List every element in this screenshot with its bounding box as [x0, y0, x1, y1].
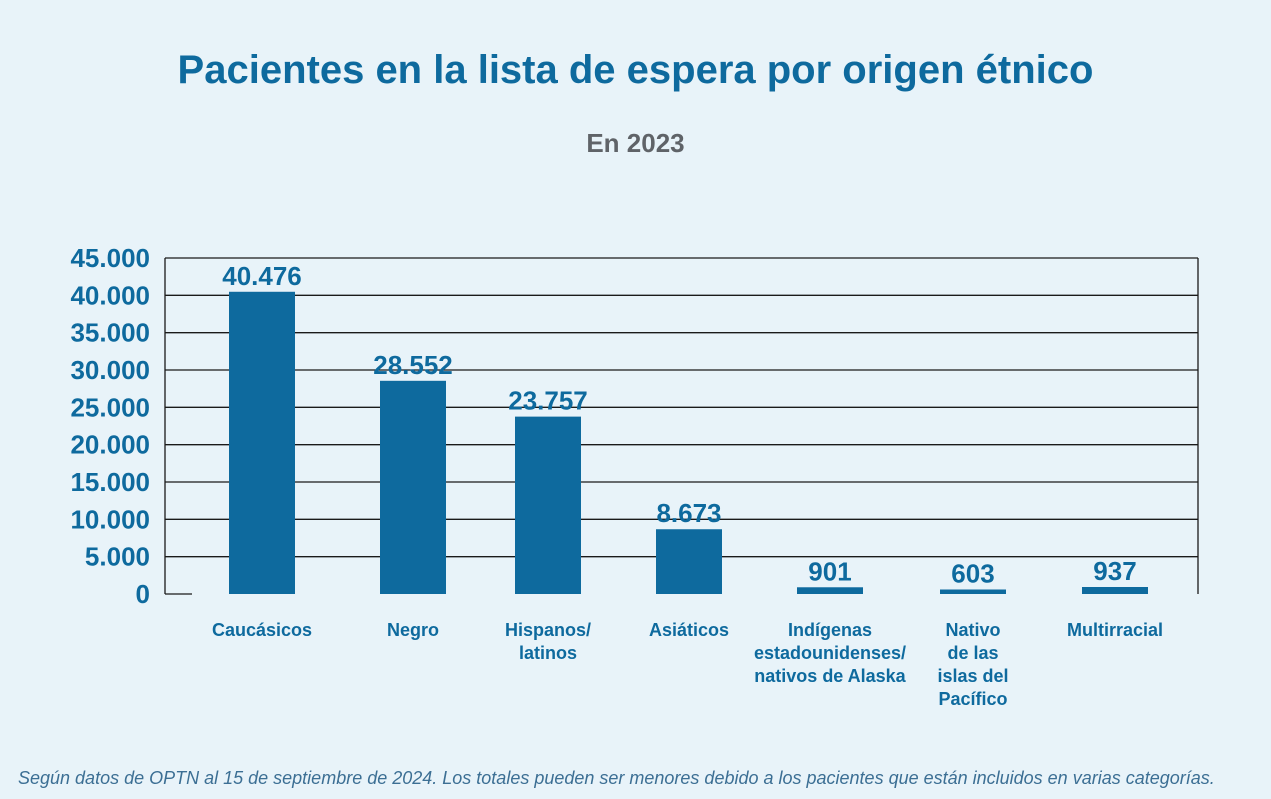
y-tick-label: 45.000 — [70, 243, 150, 273]
bar — [380, 380, 446, 594]
bar — [656, 529, 722, 594]
bar — [229, 291, 295, 594]
chart-subtitle: En 2023 — [586, 128, 685, 158]
bar-chart: 0 5.000 10.000 15.000 20.000 25.000 30.000 35.0… — [70, 243, 1199, 709]
data-label: 40.476 — [222, 261, 302, 291]
y-tick-label: 20.000 — [70, 430, 150, 460]
bar — [515, 416, 581, 594]
bar — [797, 587, 863, 594]
footnote: Según datos de OPTN al 15 de septiembre … — [18, 768, 1215, 788]
x-tick-label: Caucásicos — [212, 620, 312, 640]
data-label: 8.673 — [656, 498, 721, 528]
y-tick-label: 35.000 — [70, 318, 150, 348]
x-tick-label: Nativo de las islas del Pacífico — [937, 620, 1008, 709]
y-tick-label: 30.000 — [70, 355, 150, 385]
data-label: 937 — [1093, 556, 1136, 586]
data-label: 23.757 — [508, 386, 588, 416]
y-tick-label: 0 — [136, 579, 150, 609]
chart-title: Pacientes en la lista de espera por orig… — [177, 48, 1094, 92]
y-tick-label: 25.000 — [70, 392, 150, 422]
data-label: 901 — [808, 556, 851, 586]
x-tick-label: Multirracial — [1067, 620, 1163, 640]
y-tick-label: 10.000 — [70, 504, 150, 534]
y-tick-label: 40.000 — [70, 280, 150, 310]
x-tick-label: Negro — [387, 620, 439, 640]
x-tick-label: Indígenas estadounidenses/nativos de Alas… — [754, 620, 907, 686]
bar — [1082, 587, 1148, 594]
bar — [940, 589, 1006, 594]
data-label: 603 — [951, 558, 994, 588]
x-tick-label: Asiáticos — [649, 620, 729, 640]
y-tick-label: 15.000 — [70, 467, 150, 497]
y-tick-label: 5.000 — [85, 542, 150, 572]
x-tick-label: Hispanos/latinos — [505, 620, 591, 663]
data-label: 28.552 — [373, 350, 453, 380]
